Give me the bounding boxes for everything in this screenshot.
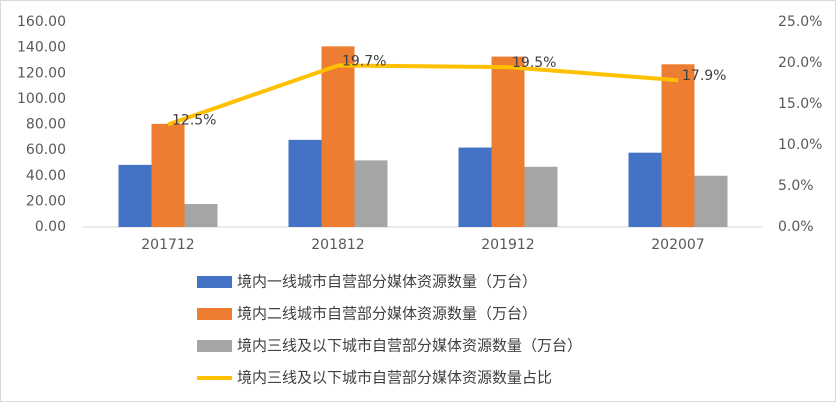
bar [354, 160, 388, 227]
bar [458, 147, 492, 227]
bar [118, 164, 152, 227]
y-tick-label: 100.00 [17, 91, 66, 107]
line [167, 63, 679, 127]
bar [628, 152, 662, 227]
y2-tick-label: 0.0% [778, 219, 814, 235]
x-tick-label: 201712 [141, 237, 194, 253]
data-label: 12.5% [172, 113, 216, 129]
bar [184, 203, 218, 227]
y-tick-label: 60.00 [26, 142, 66, 158]
legend-swatch [197, 340, 232, 352]
legend-swatch [197, 308, 232, 320]
legend-label: 境内三线及以下城市自营部分媒体资源数量（万台） [237, 337, 582, 355]
bar [661, 64, 695, 227]
bar [288, 139, 322, 227]
y2-tick-label: 25.0% [778, 14, 822, 30]
data-label: 19.7% [342, 53, 386, 69]
legend-label: 境内二线城市自营部分媒体资源数量（万台） [237, 305, 537, 323]
legend-label: 境内一线城市自营部分媒体资源数量（万台） [237, 273, 537, 291]
y2-tick-label: 5.0% [778, 178, 814, 194]
y-tick-label: 0.00 [35, 219, 66, 235]
y2-tick-label: 20.0% [778, 55, 822, 71]
data-label: 19.5% [512, 55, 556, 71]
x-tick-label: 201912 [481, 237, 534, 253]
y-tick-label: 140.00 [17, 40, 66, 56]
bar [151, 123, 185, 227]
legend-label: 境内三线及以下城市自营部分媒体资源数量占比 [237, 369, 552, 387]
y-tick-label: 20.00 [26, 193, 66, 209]
data-label: 17.9% [682, 68, 726, 84]
bar [694, 175, 728, 227]
y-tick-label: 160.00 [17, 14, 66, 30]
legend-swatch [197, 276, 232, 288]
x-tick-label: 201812 [311, 237, 364, 253]
y2-tick-label: 15.0% [778, 96, 822, 112]
bar [491, 56, 525, 227]
y-tick-label: 120.00 [17, 65, 66, 81]
bar [524, 166, 558, 227]
x-tick-label: 202007 [651, 237, 704, 253]
bar [321, 46, 355, 227]
y-tick-label: 40.00 [26, 168, 66, 184]
y2-tick-label: 10.0% [778, 137, 822, 153]
y-tick-label: 80.00 [26, 117, 66, 133]
